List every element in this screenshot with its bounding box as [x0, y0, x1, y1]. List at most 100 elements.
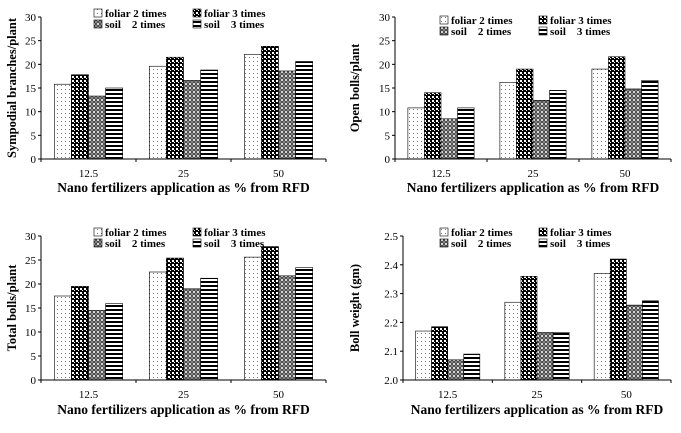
- bar-4-s3-c3: [626, 304, 643, 381]
- legend-swatch: [439, 227, 449, 237]
- bar-1-s2-c3: [261, 46, 279, 160]
- y-tick-label: 25: [25, 255, 37, 267]
- legend-swatch: [93, 19, 103, 29]
- x-tick-label: 12.5: [438, 389, 458, 401]
- bar-3-s2-c2: [166, 257, 184, 381]
- y-tick-label: 5: [385, 130, 391, 142]
- legend-swatch: [192, 238, 202, 248]
- bar-2-s2-c2: [516, 68, 534, 160]
- legend-swatch: [538, 238, 548, 248]
- y-tick-label: 30: [25, 12, 37, 24]
- legend-swatch: [192, 8, 202, 18]
- y-tick-label: 5: [31, 130, 37, 142]
- bar-1-s3-c2: [183, 80, 201, 160]
- legend-swatch: [93, 227, 103, 237]
- bar-4-s1-c1: [415, 330, 432, 381]
- y-tick-label: 25: [379, 36, 391, 48]
- x-tick-label: 12.5: [79, 168, 99, 180]
- bar-3-s2-c3: [261, 246, 279, 381]
- bar-2-s1-c2: [499, 82, 517, 160]
- legend-label: soil 2 times: [105, 19, 166, 31]
- legend-swatch: [439, 15, 449, 25]
- legend-swatch: [93, 238, 103, 248]
- x-tick-label: 50: [620, 168, 632, 180]
- y-tick-label: 5: [31, 351, 37, 363]
- bar-1-s3-c3: [278, 70, 296, 160]
- legend-label: soil 3 times: [550, 26, 611, 38]
- legend-swatch: [538, 15, 548, 25]
- y-tick-label: 30: [25, 231, 37, 243]
- y-tick-label: 0: [31, 154, 37, 166]
- bar-1-s2-c1: [71, 74, 89, 160]
- x-tick-label: 50: [273, 168, 285, 180]
- bar-1-s4-c2: [200, 69, 219, 160]
- x-tick-label: 25: [532, 389, 544, 401]
- legend-label: soil 2 times: [105, 238, 166, 250]
- bar-1-s4-c3: [295, 61, 314, 160]
- legend-label: soil 2 times: [451, 238, 512, 250]
- x-tick-label: 25: [528, 168, 540, 180]
- bar-1-s1-c3: [244, 54, 262, 160]
- x-tick-label: 50: [273, 389, 285, 401]
- y-tick-label: 2.3: [384, 289, 398, 301]
- y-axis-title: Open bolls/plant: [348, 43, 362, 132]
- x-tick-label: 12.5: [431, 168, 451, 180]
- legend-label: foliar 2 times: [105, 227, 167, 239]
- legend-swatch: [192, 227, 202, 237]
- legend-label: foliar 2 times: [451, 15, 513, 27]
- bar-4-s4-c3: [642, 300, 659, 381]
- legend-label: soil 3 times: [550, 238, 611, 250]
- bar-1-s3-c1: [88, 95, 106, 160]
- x-axis-title: Nano fertilizers application as % from R…: [57, 402, 310, 417]
- y-tick-label: 15: [25, 303, 37, 315]
- y-axis-title: Sympodial branches/plant: [5, 17, 19, 158]
- bar-3-s1-c3: [244, 256, 262, 381]
- y-tick-label: 10: [379, 107, 391, 119]
- bar-2-s2-c1: [424, 92, 442, 160]
- bar-3-s1-c1: [53, 295, 72, 381]
- bar-1-s4-c1: [105, 87, 123, 160]
- legend-label: foliar 3 times: [204, 8, 266, 20]
- bar-4-s2-c3: [609, 258, 627, 381]
- bar-2-s1-c3: [591, 68, 609, 160]
- x-axis-title: Nano fertilizers application as % from R…: [407, 180, 660, 195]
- y-tick-label: 2.0: [384, 375, 398, 387]
- y-tick-label: 15: [25, 83, 37, 95]
- bar-4-s3-c1: [447, 359, 465, 381]
- legend-label: foliar 2 times: [451, 227, 513, 239]
- bar-2-s1-c1: [407, 107, 425, 160]
- legend-label: soil 3 times: [204, 19, 265, 31]
- legend-label: foliar 3 times: [550, 15, 612, 27]
- y-tick-label: 20: [379, 59, 391, 71]
- bar-2-s4-c2: [549, 90, 567, 160]
- y-tick-label: 20: [25, 59, 37, 71]
- bar-3-s4-c3: [295, 267, 314, 381]
- y-tick-label: 2.2: [384, 317, 398, 329]
- bar-1-s2-c2: [166, 56, 184, 160]
- bar-2-s3-c1: [440, 118, 458, 160]
- legend-label: foliar 2 times: [105, 8, 167, 20]
- legend-swatch: [538, 227, 548, 237]
- x-tick-label: 12.5: [79, 389, 99, 401]
- legend-swatch: [538, 26, 548, 36]
- bar-4-s4-c2: [552, 332, 570, 381]
- bar-4-s2-c1: [431, 326, 448, 381]
- y-tick-label: 15: [379, 83, 391, 95]
- legend-swatch: [93, 8, 103, 18]
- bar-2-s4-c3: [641, 80, 659, 160]
- bar-3-s2-c1: [71, 286, 89, 381]
- legend-swatch: [439, 238, 449, 248]
- legend: foliar 2 times foliar 3 times soil 2 times…: [93, 227, 266, 250]
- bar-3-s3-c2: [183, 288, 201, 381]
- x-axis-title: Nano fertilizers application as % from R…: [57, 180, 310, 195]
- y-tick-label: 0: [385, 154, 391, 166]
- x-tick-label: 50: [621, 389, 633, 401]
- y-tick-label: 30: [379, 12, 391, 24]
- legend-swatch: [439, 26, 449, 36]
- bar-3-s3-c3: [278, 275, 296, 381]
- bar-3-s4-c2: [200, 277, 219, 381]
